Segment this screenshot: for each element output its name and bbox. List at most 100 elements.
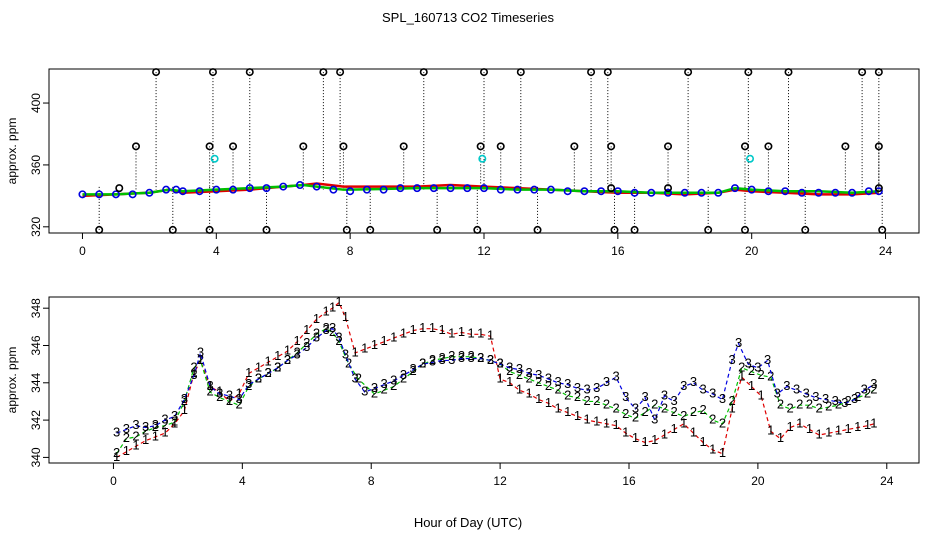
top-panel: 0 4 8 12 16 20 24 320 360 400 approx. ppm bbox=[5, 68, 920, 258]
black-point bbox=[262, 225, 271, 234]
red-point: 1 bbox=[152, 428, 159, 443]
green-point: 2 bbox=[409, 363, 416, 378]
blue-point: 3 bbox=[142, 419, 149, 434]
green-point: 2 bbox=[293, 344, 300, 359]
red-point: 1 bbox=[284, 343, 291, 358]
blue-point bbox=[463, 184, 472, 193]
green-point: 2 bbox=[574, 389, 581, 404]
red-point: 1 bbox=[438, 322, 445, 337]
black-point bbox=[205, 225, 214, 234]
blue-point bbox=[95, 190, 104, 199]
black-point bbox=[740, 142, 749, 151]
green-point: 2 bbox=[438, 350, 445, 365]
green-point: 2 bbox=[564, 387, 571, 402]
blue-point: 3 bbox=[371, 380, 378, 395]
green-point: 2 bbox=[496, 356, 503, 371]
top-y-axis: 320 360 400 bbox=[29, 93, 49, 237]
red-point: 1 bbox=[226, 393, 233, 408]
red-point: 1 bbox=[719, 445, 726, 460]
blue-point: 3 bbox=[400, 367, 407, 382]
red-point: 1 bbox=[197, 352, 204, 367]
green-point: 2 bbox=[651, 397, 658, 412]
blue-point: 3 bbox=[812, 389, 819, 404]
blue-point bbox=[864, 187, 873, 196]
green-point: 2 bbox=[329, 324, 336, 339]
black-point bbox=[784, 68, 793, 77]
green-point: 2 bbox=[355, 371, 362, 386]
red-point: 1 bbox=[351, 344, 358, 359]
y-tick-label: 340 bbox=[29, 447, 43, 467]
blue-point: 3 bbox=[335, 329, 342, 344]
green-point: 2 bbox=[448, 348, 455, 363]
blue-point bbox=[730, 184, 739, 193]
red-series-line bbox=[116, 301, 875, 458]
y-tick-label: 342 bbox=[29, 410, 43, 430]
y-tick-label: 320 bbox=[29, 216, 43, 236]
blue-point: 3 bbox=[754, 359, 761, 374]
red-point: 1 bbox=[322, 303, 329, 318]
blue-point: 3 bbox=[719, 391, 726, 406]
x-tick-label: 12 bbox=[493, 474, 507, 488]
black-point bbox=[874, 142, 883, 151]
red-series-line bbox=[82, 182, 879, 198]
red-point: 1 bbox=[864, 417, 871, 432]
black-point bbox=[607, 142, 616, 151]
red-point: 1 bbox=[419, 320, 426, 335]
x-tick-label: 16 bbox=[611, 244, 625, 258]
black-point bbox=[684, 68, 693, 77]
red-point: 1 bbox=[181, 402, 188, 417]
top-y-axis-label: approx. ppm bbox=[5, 118, 19, 185]
red-point: 1 bbox=[123, 443, 130, 458]
red-point: 1 bbox=[612, 417, 619, 432]
red-point: 1 bbox=[583, 412, 590, 427]
blue-point bbox=[563, 187, 572, 196]
black-point bbox=[336, 68, 345, 77]
black-point bbox=[704, 225, 713, 234]
blue-point: 3 bbox=[612, 369, 619, 384]
red-point: 1 bbox=[622, 425, 629, 440]
blue-point: 3 bbox=[113, 425, 120, 440]
green-point: 2 bbox=[719, 415, 726, 430]
blue-point bbox=[496, 185, 505, 194]
blue-point bbox=[530, 185, 539, 194]
x-tick-label: 16 bbox=[622, 474, 636, 488]
blue-point bbox=[613, 187, 622, 196]
red-point: 1 bbox=[161, 425, 168, 440]
green-point: 2 bbox=[593, 393, 600, 408]
blue-point: 3 bbox=[303, 339, 310, 354]
red-point: 1 bbox=[593, 413, 600, 428]
green-point: 2 bbox=[670, 404, 677, 419]
green-point: 2 bbox=[870, 382, 877, 397]
blue-point bbox=[195, 187, 204, 196]
red-point: 1 bbox=[786, 419, 793, 434]
blue-point: 3 bbox=[322, 322, 329, 337]
green-point: 2 bbox=[806, 397, 813, 412]
red-point: 1 bbox=[641, 434, 648, 449]
blue-point: 3 bbox=[190, 367, 197, 382]
blue-point: 3 bbox=[245, 376, 252, 391]
blue-point: 3 bbox=[506, 359, 513, 374]
blue-point: 3 bbox=[313, 329, 320, 344]
black-point bbox=[874, 68, 883, 77]
green-point: 2 bbox=[197, 352, 204, 367]
red-point: 1 bbox=[361, 341, 368, 356]
green-point: 2 bbox=[264, 365, 271, 380]
green-point: 2 bbox=[274, 359, 281, 374]
x-axis-label: Hour of Day (UTC) bbox=[414, 515, 522, 530]
blue-point bbox=[128, 190, 137, 199]
green-point: 2 bbox=[690, 404, 697, 419]
black-point bbox=[858, 68, 867, 77]
red-point: 1 bbox=[516, 382, 523, 397]
black-point bbox=[208, 68, 217, 77]
black-point bbox=[476, 142, 485, 151]
bottom-y-axis: 340 342 344 346 348 bbox=[29, 298, 49, 467]
red-point: 1 bbox=[757, 387, 764, 402]
blue-point bbox=[630, 188, 639, 197]
blue-point bbox=[874, 187, 883, 196]
red-point: 1 bbox=[844, 421, 851, 436]
green-point: 2 bbox=[152, 419, 159, 434]
blue-point: 3 bbox=[745, 356, 752, 371]
blue-point bbox=[178, 187, 187, 196]
